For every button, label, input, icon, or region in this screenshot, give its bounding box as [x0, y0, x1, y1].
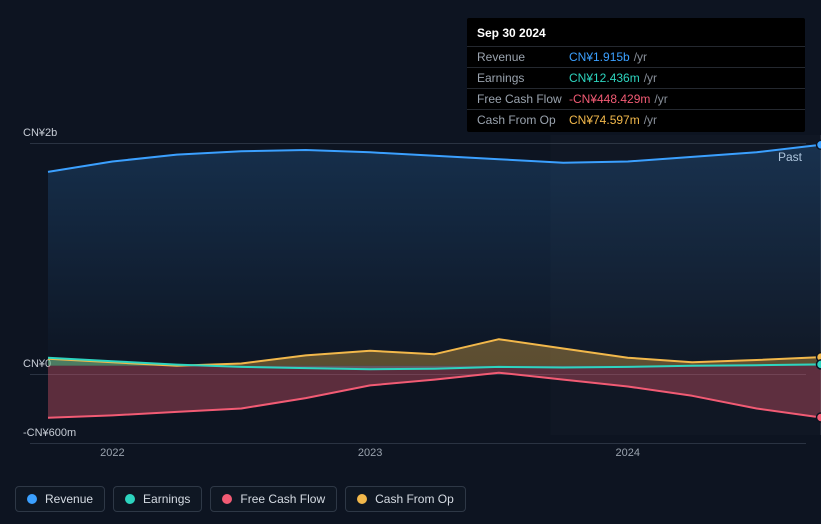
legend-item-earnings[interactable]: Earnings	[113, 486, 202, 512]
revenue-area	[48, 145, 821, 366]
tooltip-row-suffix: /yr	[634, 50, 647, 64]
revenue-marker	[817, 140, 821, 149]
legend-item-revenue[interactable]: Revenue	[15, 486, 105, 512]
legend-swatch	[357, 494, 367, 504]
tooltip-row: EarningsCN¥12.436m/yr	[467, 67, 805, 88]
tooltip-row-label: Revenue	[477, 50, 569, 64]
tooltip-row-suffix: /yr	[644, 113, 657, 127]
tooltip-row-value: CN¥1.915b	[569, 50, 630, 64]
legend-label: Free Cash Flow	[240, 492, 325, 506]
tooltip-row-suffix: /yr	[644, 71, 657, 85]
legend-swatch	[27, 494, 37, 504]
free_cash_flow-marker	[817, 413, 821, 422]
tooltip-row: Free Cash Flow-CN¥448.429m/yr	[467, 88, 805, 109]
legend-label: Revenue	[45, 492, 93, 506]
x-axis-label: 2023	[358, 447, 382, 459]
tooltip-row-value: CN¥12.436m	[569, 71, 640, 85]
grid-line	[30, 443, 806, 444]
legend-label: Cash From Op	[375, 492, 454, 506]
chart-plot-area[interactable]	[48, 135, 821, 435]
legend-label: Earnings	[143, 492, 190, 506]
tooltip-row-label: Cash From Op	[477, 113, 569, 127]
tooltip-row: Cash From OpCN¥74.597m/yr	[467, 109, 805, 130]
y-axis-label: CN¥0	[23, 358, 51, 370]
earnings-marker	[817, 360, 821, 369]
chart-legend: Revenue Earnings Free Cash Flow Cash From O…	[15, 486, 466, 512]
legend-item-cash-from-op[interactable]: Cash From Op	[345, 486, 466, 512]
tooltip-date: Sep 30 2024	[467, 24, 805, 46]
tooltip-row-value: -CN¥448.429m	[569, 92, 650, 106]
legend-item-free-cash-flow[interactable]: Free Cash Flow	[210, 486, 337, 512]
legend-swatch	[125, 494, 135, 504]
tooltip-row-suffix: /yr	[654, 92, 667, 106]
tooltip-row-label: Earnings	[477, 71, 569, 85]
tooltip-row-value: CN¥74.597m	[569, 113, 640, 127]
tooltip-row: RevenueCN¥1.915b/yr	[467, 46, 805, 67]
financials-chart: CN¥2bCN¥0-CN¥600m Past 202220232024	[15, 125, 806, 445]
x-axis-label: 2022	[100, 447, 124, 459]
legend-swatch	[222, 494, 232, 504]
tooltip-row-label: Free Cash Flow	[477, 92, 569, 106]
chart-tooltip: Sep 30 2024 RevenueCN¥1.915b/yrEarningsC…	[467, 18, 805, 132]
x-axis-label: 2024	[616, 447, 640, 459]
